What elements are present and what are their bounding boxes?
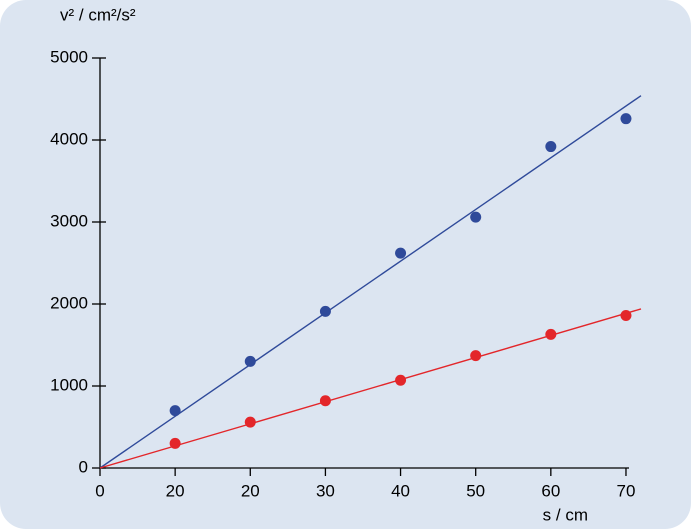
x-tick-label: 50	[466, 481, 485, 500]
y-tick-label: 0	[79, 457, 88, 476]
data-point	[545, 328, 557, 340]
y-tick-label: 4000	[50, 129, 88, 148]
data-point	[244, 355, 256, 367]
y-tick-label: 3000	[50, 211, 88, 230]
x-tick-label: 60	[541, 481, 560, 500]
data-point	[319, 305, 331, 317]
fit-line	[99, 95, 642, 469]
data-point	[395, 374, 407, 386]
y-tick-label: 5000	[50, 47, 88, 66]
y-tick-label: 1000	[50, 375, 88, 394]
x-tick-label: 30	[316, 481, 335, 500]
x-axis-label: s / cm	[543, 505, 588, 524]
data-point	[545, 141, 557, 153]
x-tick-label: 40	[391, 481, 410, 500]
data-point	[620, 113, 632, 125]
x-tick-label: 20	[166, 481, 185, 500]
data-point	[470, 350, 482, 362]
data-point	[319, 395, 331, 407]
x-tick-label: 70	[617, 481, 636, 500]
y-tick-label: 2000	[50, 293, 88, 312]
data-point	[169, 437, 181, 449]
data-point	[470, 211, 482, 223]
data-point	[244, 416, 256, 428]
x-tick-label: 20	[241, 481, 260, 500]
data-point	[169, 405, 181, 417]
y-axis-label: v² / cm²/s²	[60, 5, 136, 24]
x-tick-label: 0	[95, 481, 104, 500]
data-point	[620, 309, 632, 321]
data-point	[395, 247, 407, 259]
